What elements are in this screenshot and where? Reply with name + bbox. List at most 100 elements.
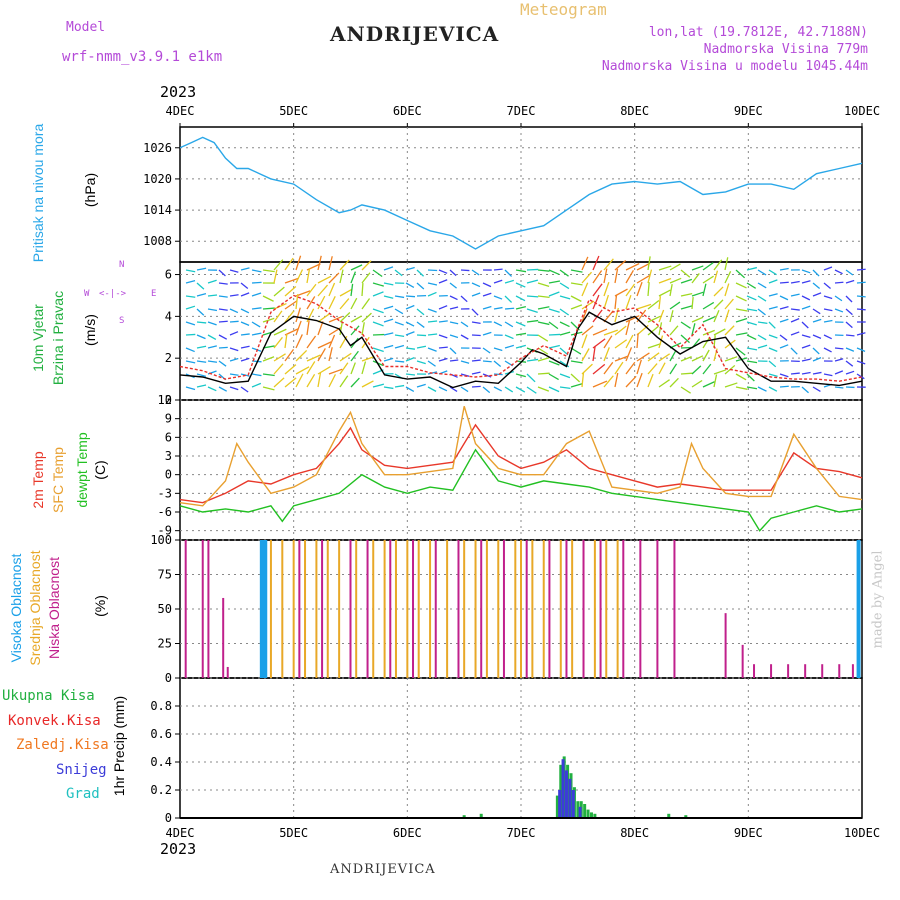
- wind-arrow: [823, 347, 832, 353]
- cloud-bar-mid: [429, 540, 432, 678]
- date-label-top: 9DEC: [734, 104, 763, 118]
- precip-bar-snow: [571, 790, 575, 818]
- wind-arrow: [647, 363, 658, 375]
- wind-arrow: [427, 360, 436, 367]
- wind-arrow: [185, 360, 196, 364]
- wind-arrow: [262, 373, 275, 377]
- date-label-top: 10DEC: [844, 104, 880, 118]
- wind-arrow: [240, 292, 250, 297]
- ytick-label-pressure: 1026: [143, 141, 172, 155]
- wind-arrow: [240, 345, 250, 349]
- wind-arrow: [713, 328, 726, 336]
- wind-arrow: [724, 257, 729, 271]
- wind-arrow: [581, 271, 593, 284]
- wind-arrow: [460, 373, 470, 377]
- wind-arrow: [592, 270, 603, 284]
- precip-bar-total: [667, 813, 671, 818]
- wind-arrow: [515, 295, 526, 302]
- wind-arrow: [207, 279, 217, 284]
- wind-arrow: [196, 267, 207, 271]
- wind-arrow: [845, 295, 853, 303]
- wind-arrow: [823, 373, 833, 377]
- wind-arrow: [603, 329, 618, 336]
- wind-arrow: [768, 360, 777, 368]
- cloud-bar-low: [226, 666, 229, 678]
- wind-arrow: [317, 348, 326, 362]
- wind-arrow: [702, 381, 715, 388]
- wind-arrow: [680, 334, 690, 344]
- wind-arrow: [328, 368, 343, 375]
- wind-arrow: [834, 295, 843, 302]
- wind-arrow: [559, 269, 569, 277]
- wind-arrow: [691, 323, 696, 336]
- wind-arrow: [625, 320, 631, 336]
- wind-arrow: [746, 295, 757, 301]
- wind-arrow: [350, 377, 360, 388]
- compass-legend: N W <-|-> E S: [84, 260, 162, 330]
- wind-arrow: [317, 313, 331, 323]
- wind-arrow: [328, 315, 343, 323]
- wind-arrow: [812, 282, 821, 290]
- precip-bar-snow: [558, 790, 562, 818]
- wind-arrow: [350, 315, 362, 323]
- wind-arrow: [526, 373, 536, 383]
- cloud-bar-low: [502, 540, 505, 678]
- wind-arrow: [196, 293, 207, 297]
- wind-arrow: [273, 336, 283, 349]
- wind-arrow: [185, 295, 196, 298]
- wind-arrow: [295, 255, 302, 271]
- wind-arrow: [779, 318, 789, 323]
- wind-arrow: [603, 361, 614, 375]
- cloud-bar-low: [821, 664, 824, 678]
- wind-arrow: [735, 347, 746, 356]
- wind-arrow: [504, 279, 515, 284]
- wind-arrow: [647, 325, 660, 336]
- wind-arrow: [724, 356, 738, 362]
- precip-bar-total: [555, 795, 559, 818]
- wind-arrow: [493, 360, 502, 367]
- wind-arrow: [339, 375, 349, 388]
- wind-arrow: [229, 294, 239, 297]
- wind-arrow: [383, 318, 394, 323]
- wind-arrow: [251, 332, 262, 336]
- wind-arrow: [658, 289, 671, 297]
- wind-arrow: [636, 333, 639, 349]
- wind-arrow: [768, 334, 778, 339]
- cloud-bar-mid: [497, 540, 500, 678]
- wind-arrow: [405, 295, 416, 298]
- wind-arrow: [636, 359, 642, 375]
- wind-arrow: [537, 357, 550, 362]
- cloud-bar-high: [259, 540, 264, 678]
- wind-arrow: [801, 371, 811, 375]
- compass-south: S: [119, 316, 125, 326]
- wind-arrow: [493, 306, 503, 310]
- wind-arrow: [559, 331, 571, 336]
- wind-arrow: [229, 386, 239, 391]
- wind-arrow: [823, 295, 833, 300]
- ytick-label-precipitation: 0.6: [150, 727, 172, 741]
- wind-arrow: [702, 349, 710, 362]
- cloud-bar-low: [349, 540, 352, 678]
- cloud-bar-mid: [372, 540, 375, 678]
- wind-arrow: [295, 269, 304, 284]
- precip-legend-total: Ukupna Kisa: [2, 688, 95, 704]
- wind-arrow: [526, 308, 538, 314]
- wind-arrow: [592, 363, 606, 375]
- wind-arrow: [460, 386, 469, 393]
- wind-arrow: [229, 308, 239, 314]
- wind-arrow: [702, 336, 711, 349]
- wind-arrow: [482, 360, 492, 363]
- wind-arrow: [603, 294, 610, 310]
- precip-legend-snow: Snijeg: [56, 762, 107, 778]
- cloud-bar-mid: [514, 540, 517, 678]
- wind-arrow: [614, 259, 627, 271]
- wind-arrow: [757, 308, 766, 316]
- wind-arrow: [834, 281, 844, 284]
- wind-arrow: [207, 321, 217, 326]
- wind-arrow: [790, 308, 800, 311]
- wind-arrow: [240, 321, 250, 326]
- model-name: wrf-nmm_v3.9.1 e1km: [62, 49, 223, 65]
- wind-arrow: [647, 315, 661, 323]
- wind-arrow: [625, 361, 636, 375]
- wind-arrow: [812, 347, 820, 355]
